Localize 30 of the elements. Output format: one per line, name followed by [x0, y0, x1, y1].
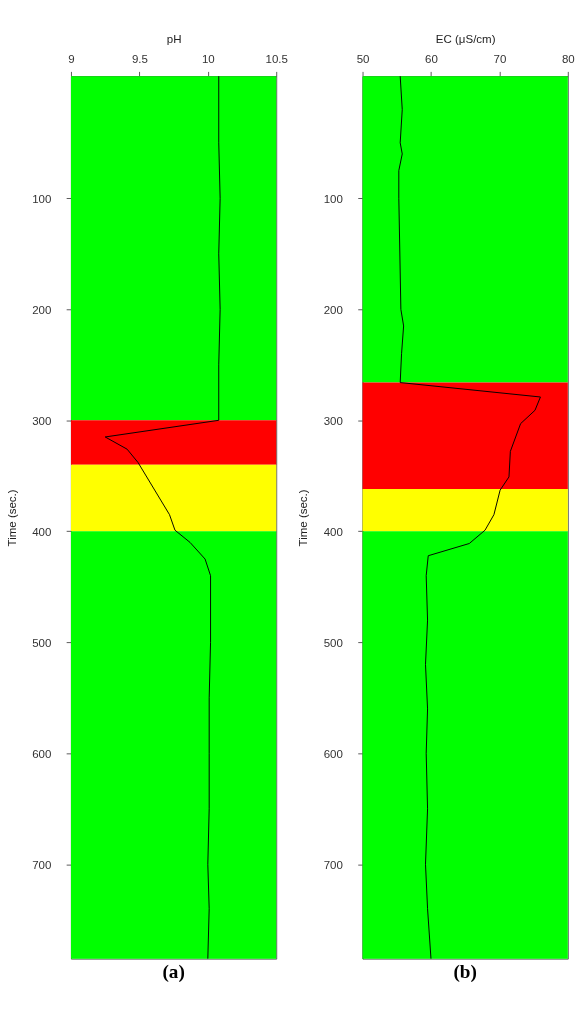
x-tick-label: 10 [201, 53, 215, 66]
line-series [104, 75, 221, 960]
y-tick-label: 500 [32, 636, 52, 649]
y-tick-label: 700 [32, 858, 52, 871]
text: (a) [162, 961, 185, 984]
line-series [398, 75, 541, 960]
text: (b) [453, 961, 477, 984]
y-tick-label: 100 [323, 192, 343, 205]
x-tick-label: 9 [68, 53, 75, 66]
y-axis-title: Time (sec.) [5, 489, 18, 547]
x-tick-label: 70 [493, 53, 507, 66]
y-tick-label: 400 [323, 525, 343, 538]
x-tick-label: 10.5 [265, 53, 288, 66]
y-tick-label: 600 [32, 747, 52, 760]
y-tick-label: 200 [32, 303, 52, 316]
x-tick-label: 9.5 [131, 53, 148, 66]
x-axis-title: EC (μS/cm) [435, 33, 496, 46]
y-tick-label: 200 [323, 303, 343, 316]
y-tick-label: 400 [32, 525, 52, 538]
x-axis-title: pH [166, 33, 182, 46]
x-tick-label: 80 [561, 53, 575, 66]
y-tick-label: 300 [323, 414, 343, 427]
y-tick-label: 600 [323, 747, 343, 760]
y-tick-label: 700 [323, 858, 343, 871]
y-tick-label: 500 [323, 636, 343, 649]
x-tick-label: 60 [425, 53, 438, 66]
y-axis-title: Time (sec.) [297, 489, 310, 547]
y-tick-label: 100 [32, 192, 52, 205]
x-tick-label: 50 [356, 53, 370, 66]
y-tick-label: 300 [32, 414, 52, 427]
